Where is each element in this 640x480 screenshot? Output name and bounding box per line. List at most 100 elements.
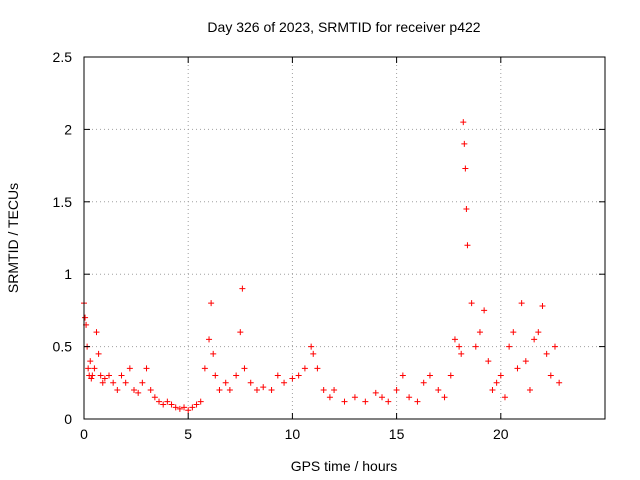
data-point: [385, 398, 392, 405]
data-point: [212, 372, 219, 379]
data-point: [164, 398, 171, 405]
data-point: [551, 343, 558, 350]
data-point: [451, 336, 458, 343]
data-point: [143, 365, 150, 372]
data-point: [233, 372, 240, 379]
data-point: [543, 350, 550, 357]
y-tick-label: 2.5: [53, 49, 73, 65]
data-point: [281, 379, 288, 386]
data-point: [460, 119, 467, 126]
data-point: [131, 387, 138, 394]
data-point: [126, 365, 133, 372]
data-point: [274, 372, 281, 379]
data-point: [85, 365, 92, 372]
data-point: [414, 398, 421, 405]
data-point: [308, 343, 315, 350]
data-point: [518, 300, 525, 307]
data-point: [331, 387, 338, 394]
data-point: [135, 389, 142, 396]
data-point: [493, 379, 500, 386]
data-point: [539, 303, 546, 310]
data-point: [110, 379, 117, 386]
data-point: [101, 375, 108, 382]
data-point: [506, 343, 513, 350]
data-point: [341, 398, 348, 405]
data-point: [260, 384, 267, 391]
data-point: [193, 401, 200, 408]
data-point: [556, 379, 563, 386]
data-point: [88, 375, 95, 382]
data-point: [206, 336, 213, 343]
chart-title: Day 326 of 2023, SRMTID for receiver p42…: [207, 19, 480, 35]
grid: [84, 57, 605, 419]
data-point: [310, 350, 317, 357]
data-point: [510, 329, 517, 336]
x-axis-label: GPS time / hours: [291, 458, 398, 474]
data-point: [289, 375, 296, 382]
data-point: [172, 404, 179, 411]
data-point: [241, 365, 248, 372]
data-point: [268, 387, 275, 394]
data-point: [393, 387, 400, 394]
data-point: [176, 405, 183, 412]
data-point: [106, 372, 113, 379]
y-axis-label: SRMTID / TECUs: [5, 183, 21, 293]
data-point: [476, 329, 483, 336]
data-point: [95, 350, 102, 357]
data-point: [547, 372, 554, 379]
data-point: [458, 350, 465, 357]
data-point: [87, 358, 94, 365]
data-point: [226, 387, 233, 394]
plot-frame: [83, 56, 606, 420]
data-point: [535, 329, 542, 336]
x-tick-label: 10: [285, 426, 301, 442]
data-point: [114, 387, 121, 394]
data-point: [147, 387, 154, 394]
data-point: [237, 329, 244, 336]
data-point: [122, 379, 129, 386]
data-point: [399, 372, 406, 379]
data-point: [472, 343, 479, 350]
data-point: [185, 407, 192, 414]
data-point: [189, 404, 196, 411]
data-point: [522, 358, 529, 365]
data-points: [81, 119, 563, 414]
data-point: [89, 372, 96, 379]
data-point: [295, 372, 302, 379]
data-point: [406, 394, 413, 401]
data-point: [208, 300, 215, 307]
data-point: [351, 394, 358, 401]
data-point: [461, 140, 468, 147]
axis-ticks: 0 5 10 15 20 0 0.5 1 1.5 2 2.5: [53, 49, 605, 442]
x-tick-label: 0: [80, 426, 88, 442]
data-point: [435, 387, 442, 394]
data-point: [118, 372, 125, 379]
data-point: [420, 379, 427, 386]
y-tick-label: 1: [64, 266, 72, 282]
data-point: [372, 389, 379, 396]
data-point: [181, 404, 188, 411]
data-point: [168, 401, 175, 408]
data-point: [197, 398, 204, 405]
data-point: [320, 387, 327, 394]
x-tick-label: 5: [184, 426, 192, 442]
data-point: [151, 394, 158, 401]
y-tick-label: 2: [64, 121, 72, 137]
data-point: [253, 387, 260, 394]
data-point: [514, 365, 521, 372]
data-point: [489, 387, 496, 394]
data-point: [247, 379, 254, 386]
data-point: [362, 398, 369, 405]
x-tick-label: 20: [493, 426, 509, 442]
data-point: [160, 401, 167, 408]
data-point: [314, 365, 321, 372]
data-point: [456, 343, 463, 350]
y-tick-label: 0: [64, 411, 72, 427]
data-point: [526, 387, 533, 394]
data-point: [497, 372, 504, 379]
data-point: [462, 165, 469, 172]
data-point: [379, 394, 386, 401]
data-point: [426, 372, 433, 379]
data-point: [463, 206, 470, 213]
